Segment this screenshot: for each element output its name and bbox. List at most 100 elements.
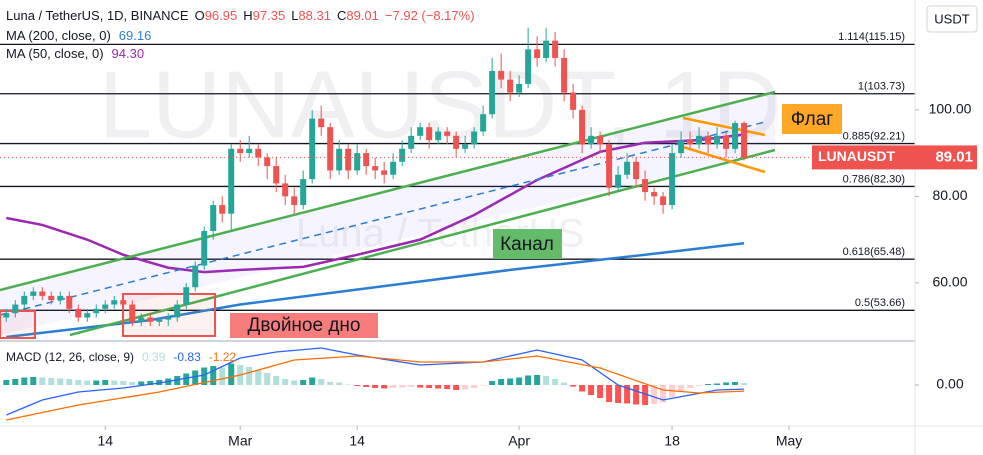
fib-label: 0.5(53.66) <box>855 297 905 309</box>
flag-upper <box>682 116 766 137</box>
ma-legend: MA (50, close, 0) 94.30 <box>6 46 144 61</box>
price-tag <box>812 145 977 170</box>
candle-body <box>435 131 442 141</box>
macd-histogram <box>489 381 496 385</box>
candle-body <box>183 287 190 305</box>
macd-histogram <box>300 380 307 385</box>
candle-body <box>561 57 568 93</box>
candle-body <box>660 196 667 206</box>
price-tag-value: 89.01 <box>935 148 973 165</box>
currency[interactable]: USDT <box>934 11 969 26</box>
candle-body <box>48 295 55 301</box>
macd-histogram <box>336 382 343 385</box>
candle-body <box>273 166 280 184</box>
macd-histogram <box>201 367 208 385</box>
macd-histogram <box>372 385 379 388</box>
macd-histogram <box>741 383 748 385</box>
ma-value: 94.30 <box>112 46 145 61</box>
candle-body <box>732 123 739 149</box>
candle-body <box>453 135 460 149</box>
x-tick-label: Apr <box>508 433 530 449</box>
currency-button[interactable] <box>926 5 978 33</box>
title: Luna / TetherUS, 1D, BINANCE <box>6 8 189 23</box>
macd-histogram <box>723 382 730 385</box>
candle-body <box>552 40 559 58</box>
macd-histogram <box>525 375 532 385</box>
candle-body <box>192 265 199 288</box>
macd-histogram <box>93 380 100 385</box>
macd-histogram <box>561 382 568 385</box>
annotation: Флаг <box>791 109 833 130</box>
label-box <box>782 104 842 134</box>
macd-histogram <box>678 385 685 392</box>
fib-label: 0.618(65.48) <box>843 246 905 258</box>
candle-body <box>696 135 703 145</box>
macd-histogram <box>651 385 658 404</box>
macd-histogram <box>642 385 649 405</box>
macd-histogram <box>633 385 640 405</box>
macd-histogram <box>291 380 298 385</box>
channel-upper <box>0 90 776 292</box>
macd-histogram <box>696 385 703 386</box>
macd-histogram <box>282 379 289 385</box>
macd-histogram <box>345 384 352 385</box>
price-pane: 1.114(115.15) 1(103.73) 0.885(92.21) 0.786(… <box>0 31 915 339</box>
candle-body <box>444 131 451 136</box>
macd-histogram <box>471 385 478 388</box>
candle-body <box>57 295 64 301</box>
candle-body <box>318 118 325 128</box>
candle-body <box>120 300 127 305</box>
y-tick-label: 100.00 <box>929 101 972 117</box>
candle-body <box>246 148 253 154</box>
candle-body <box>255 148 262 158</box>
candle-body <box>66 295 73 309</box>
candle-body <box>723 135 730 149</box>
ma-name: MA (200, close, 0) <box>6 28 111 43</box>
macd-histogram <box>480 385 487 386</box>
macd-histogram <box>255 370 262 385</box>
macd-histogram <box>615 385 622 403</box>
macd-hist-value: 0.39 <box>142 350 166 364</box>
macd-histogram <box>732 382 739 385</box>
macd-histogram <box>12 379 19 385</box>
macd-tick-label: 0.00 <box>936 376 963 392</box>
candle-body <box>210 205 217 231</box>
candle-body <box>165 317 172 320</box>
candle-body <box>642 179 649 193</box>
candle-body <box>282 183 289 197</box>
macd-histogram <box>714 383 721 385</box>
macd-histogram <box>462 385 469 390</box>
ohlc-key: L <box>291 8 298 23</box>
macd-histogram <box>534 375 541 385</box>
fib-label: 1(103.73) <box>858 81 905 93</box>
macd-histogram <box>57 378 64 385</box>
candle-body <box>399 148 406 162</box>
macd-histogram <box>606 385 613 402</box>
candle-body <box>606 144 613 188</box>
overlay <box>3 27 748 327</box>
fib-label: 1.114(115.15) <box>838 31 905 43</box>
candle-body <box>417 127 424 136</box>
ohlc-key: O <box>195 8 205 23</box>
candle-body <box>327 127 334 171</box>
ohlc-value: 97.35 <box>253 8 286 23</box>
macd-histogram <box>417 385 424 388</box>
macd-histogram <box>507 378 514 385</box>
macd-histogram <box>624 385 631 404</box>
candle-body <box>498 70 505 80</box>
macd-histogram <box>210 366 217 385</box>
candle-body <box>75 308 82 318</box>
macd-histogram <box>138 381 145 385</box>
fib-label: 0.786(82.30) <box>843 173 905 185</box>
macd-histogram <box>363 385 370 387</box>
candle-body <box>12 304 19 314</box>
macd-histogram <box>570 385 577 387</box>
label-box <box>230 313 378 338</box>
macd-histogram <box>660 385 667 403</box>
candle-body <box>462 144 469 149</box>
candle-body <box>570 92 577 110</box>
macd-histogram <box>183 373 190 385</box>
annotation: Двойное дно <box>248 315 361 336</box>
candle-body <box>714 135 721 145</box>
macd-value: -0.83 <box>173 350 201 364</box>
